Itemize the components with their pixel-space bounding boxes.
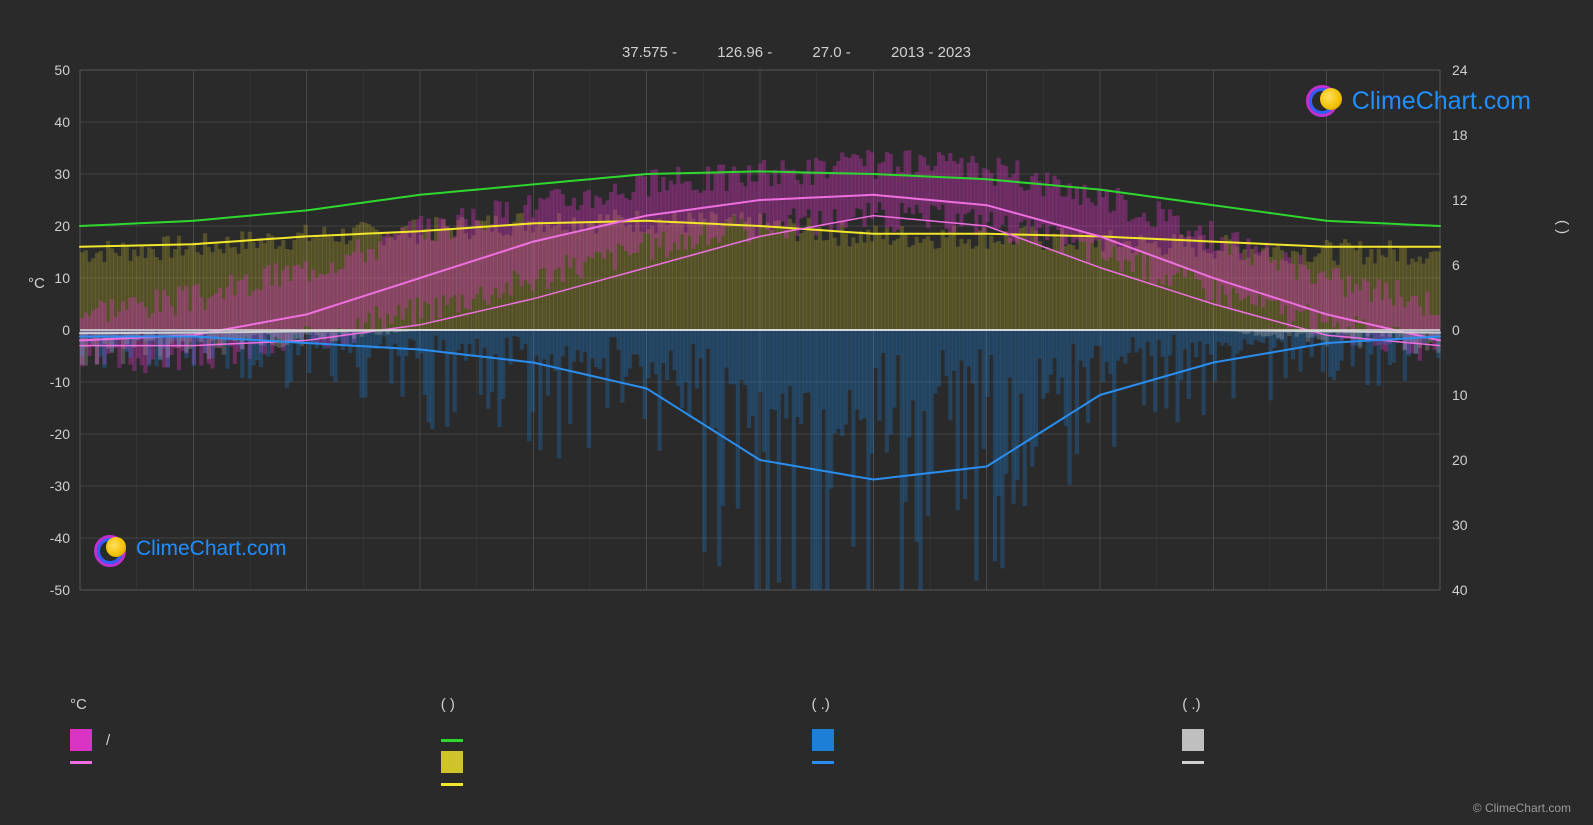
legend-header: ( .) [1182,696,1523,713]
svg-text:0: 0 [1452,322,1460,338]
legend-swatch-line [70,761,92,764]
legend-col-precip: ( .) [812,696,1153,795]
y-right-label: ( ) [1554,220,1571,234]
climate-chart: 37.575 - 126.96 - 27.0 - 2013 - 2023 °C … [0,0,1593,825]
legend-swatch-line [1182,761,1204,764]
subtitle-lon: 126.96 - [717,44,772,61]
chart-subtitle: 37.575 - 126.96 - 27.0 - 2013 - 2023 [0,44,1593,61]
subtitle-years: 2013 - 2023 [891,44,971,61]
legend-swatch-line [441,739,463,742]
subtitle-lat: 37.575 - [622,44,677,61]
legend-header: °C [70,696,411,713]
svg-text:-30: -30 [50,478,70,494]
legend-swatch-box [1182,729,1204,751]
legend-swatch-box [812,729,834,751]
legend-col-snow: ( .) [1182,696,1523,795]
legend-swatch-box [70,729,92,751]
svg-text:10: 10 [1452,387,1468,403]
svg-text:40: 40 [1452,582,1468,598]
legend-swatch-line [812,761,834,764]
legend-item [1182,729,1523,751]
svg-text:20: 20 [1452,452,1468,468]
chart-svg: 50 40 30 20 10 0 -10 -20 -30 -40 -50 24 18 12 6 0 10 20 30… [0,0,1593,640]
legend-item [441,729,782,751]
y-left-label: °C [28,275,45,292]
legend-swatch-line [441,783,463,786]
subtitle-elev: 27.0 - [812,44,850,61]
svg-text:30: 30 [1452,517,1468,533]
legend-item [812,751,1153,773]
legend-item [812,729,1153,751]
legend-item [441,751,782,773]
svg-text:-50: -50 [50,582,70,598]
legend-label: / [106,732,110,749]
legend-item [1182,751,1523,773]
legend-item: / [70,729,411,751]
svg-text:24: 24 [1452,62,1468,78]
svg-text:40: 40 [54,114,70,130]
legend-item [441,773,782,795]
svg-text:10: 10 [54,270,70,286]
svg-text:30: 30 [54,166,70,182]
svg-text:6: 6 [1452,257,1460,273]
svg-text:20: 20 [54,218,70,234]
svg-text:18: 18 [1452,127,1468,143]
legend-col-temp: °C / [70,696,411,795]
chart-legend: °C / ( ) ( .) ( .) [70,696,1523,795]
svg-text:-40: -40 [50,530,70,546]
legend-swatch-box [441,751,463,773]
copyright-text: © ClimeChart.com [1473,801,1571,815]
legend-item [70,751,411,773]
legend-header: ( .) [812,696,1153,713]
legend-header: ( ) [441,696,782,713]
svg-text:12: 12 [1452,192,1468,208]
svg-text:0: 0 [62,322,70,338]
legend-col-daylight: ( ) [441,696,782,795]
svg-text:50: 50 [54,62,70,78]
svg-text:-10: -10 [50,374,70,390]
svg-text:-20: -20 [50,426,70,442]
